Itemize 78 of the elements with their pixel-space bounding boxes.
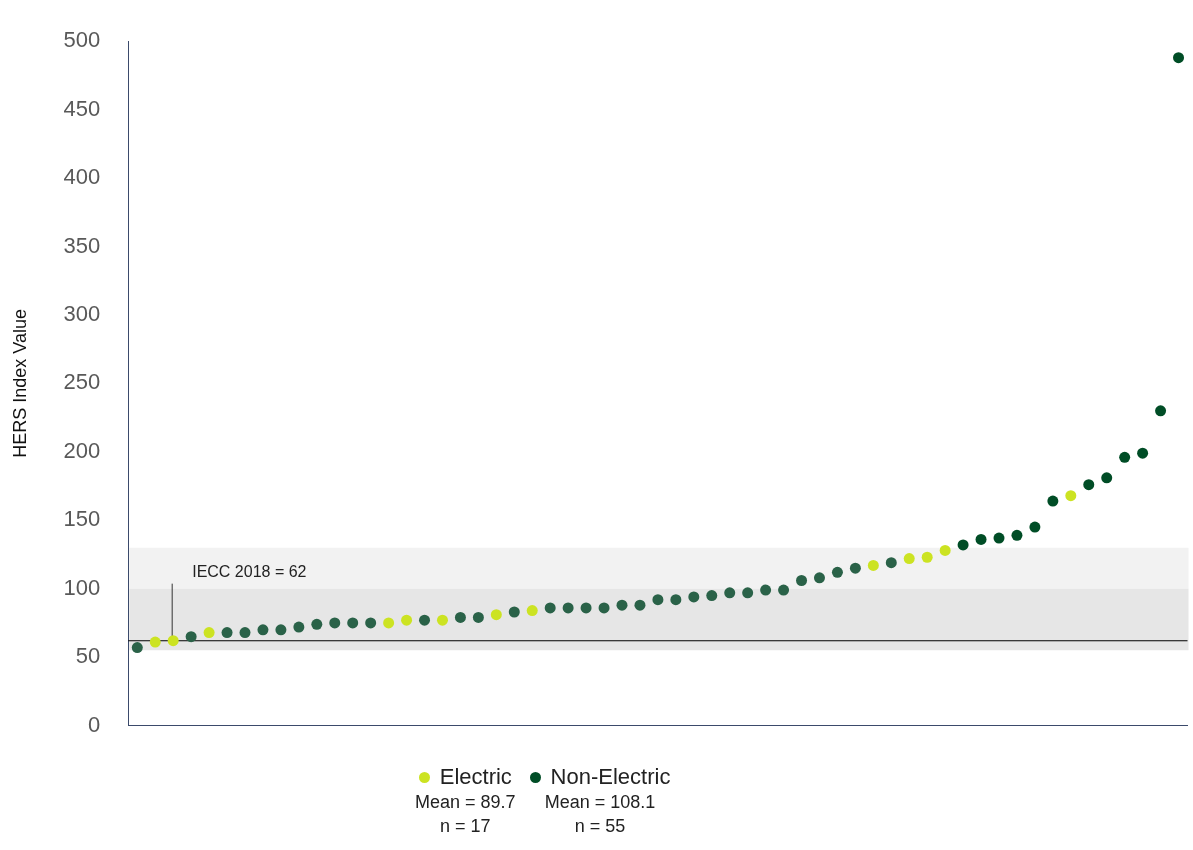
legend-label: Non-Electric bbox=[550, 764, 671, 790]
point bbox=[257, 624, 269, 636]
point bbox=[131, 642, 143, 654]
y-tick-label: 450 bbox=[63, 95, 101, 121]
point bbox=[293, 621, 305, 633]
point bbox=[203, 627, 215, 639]
point bbox=[957, 539, 969, 551]
point bbox=[221, 627, 233, 639]
point bbox=[490, 609, 502, 621]
point bbox=[1065, 490, 1077, 502]
point bbox=[634, 599, 646, 611]
point bbox=[580, 602, 592, 614]
y-tick-label: 400 bbox=[63, 164, 101, 190]
point bbox=[472, 611, 484, 623]
text: Mean = 89.7 bbox=[415, 791, 516, 814]
text: n = 55 bbox=[574, 815, 626, 838]
point bbox=[796, 575, 808, 587]
point bbox=[454, 611, 466, 623]
point bbox=[670, 594, 682, 606]
point bbox=[778, 584, 790, 596]
text: Mean = 108.1 bbox=[544, 791, 656, 814]
point bbox=[1137, 447, 1149, 459]
y-tick-label: 350 bbox=[63, 232, 101, 258]
point bbox=[167, 635, 179, 647]
point bbox=[149, 636, 161, 648]
point bbox=[706, 590, 718, 602]
point bbox=[849, 562, 861, 574]
point bbox=[598, 602, 610, 614]
ref-line-label: IECC 2018 = 62 bbox=[192, 563, 307, 581]
point bbox=[562, 602, 574, 614]
point bbox=[975, 533, 987, 545]
point bbox=[185, 631, 197, 643]
point bbox=[885, 557, 897, 569]
y-tick-label: 50 bbox=[75, 643, 101, 669]
text: n = 17 bbox=[440, 815, 491, 838]
point bbox=[1101, 472, 1113, 484]
point bbox=[724, 587, 736, 599]
point bbox=[921, 551, 933, 563]
y-tick-label: 150 bbox=[63, 506, 101, 532]
point bbox=[831, 566, 843, 578]
y-tick-label: 300 bbox=[63, 301, 101, 327]
point bbox=[401, 614, 413, 626]
point bbox=[436, 614, 448, 626]
point bbox=[347, 617, 359, 629]
point bbox=[365, 617, 377, 629]
y-tick-label: 500 bbox=[63, 27, 101, 53]
point bbox=[688, 591, 700, 603]
point bbox=[742, 587, 754, 599]
y-tick-label: 250 bbox=[63, 369, 101, 395]
y-tick-label: 100 bbox=[63, 574, 101, 600]
point bbox=[616, 599, 628, 611]
point bbox=[329, 617, 341, 629]
point bbox=[939, 544, 951, 556]
y-tick-label: 0 bbox=[88, 711, 101, 737]
y-axis-title: HERS Index Value bbox=[9, 309, 30, 458]
point bbox=[1173, 52, 1185, 64]
point bbox=[1083, 479, 1095, 491]
point bbox=[275, 624, 287, 636]
point bbox=[1119, 451, 1131, 463]
point bbox=[419, 614, 431, 626]
legend-label: Electric bbox=[439, 764, 512, 790]
point bbox=[383, 617, 395, 629]
point bbox=[311, 618, 323, 630]
point bbox=[993, 532, 1005, 544]
point bbox=[239, 627, 251, 639]
point bbox=[813, 572, 825, 584]
point bbox=[526, 605, 538, 617]
y-tick-label: 200 bbox=[63, 437, 101, 463]
point bbox=[903, 553, 915, 565]
point bbox=[867, 559, 879, 571]
point bbox=[1011, 529, 1023, 541]
point bbox=[544, 602, 556, 614]
point bbox=[1155, 405, 1167, 417]
point bbox=[508, 606, 520, 618]
point bbox=[1029, 521, 1041, 533]
point bbox=[1047, 495, 1059, 507]
point bbox=[760, 584, 772, 596]
point bbox=[652, 594, 664, 606]
